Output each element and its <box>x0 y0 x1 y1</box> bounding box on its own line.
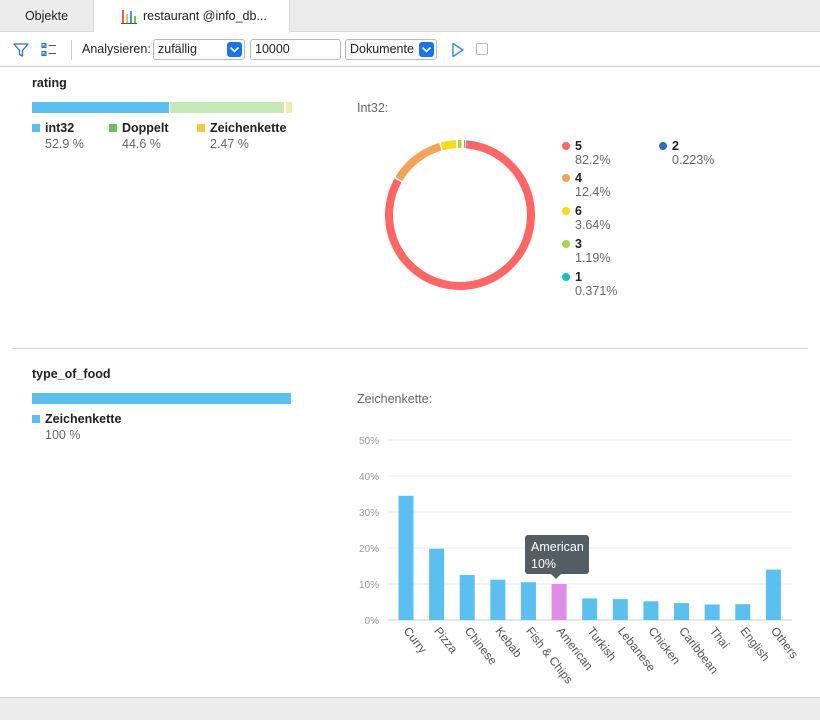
y-tick-label: 0% <box>365 616 380 627</box>
bar-english[interactable] <box>735 604 751 620</box>
legend-swatch <box>32 124 40 132</box>
legend-value: 3.64% <box>575 218 611 232</box>
legend-value: 82.2% <box>575 153 611 167</box>
legend-dot <box>562 207 570 215</box>
legend-dot <box>562 142 570 150</box>
legend-type-percent: 100 % <box>45 428 81 442</box>
y-tick-label: 40% <box>359 472 379 483</box>
legend-type-name: int32 <box>45 121 75 135</box>
legend-key: 5 <box>575 139 582 153</box>
y-tick-label: 50% <box>359 436 379 447</box>
legend-dot <box>562 174 570 182</box>
int32-chart-title: Int32: <box>357 101 389 115</box>
legend-type-percent: 44.6 % <box>122 137 161 151</box>
legend-dot <box>659 142 667 150</box>
bar-others[interactable] <box>765 569 781 620</box>
sample-size-value: 10000 <box>255 42 290 56</box>
toolbar-separator <box>71 40 72 60</box>
tab-bar: Objekte restaurant @info_db... <box>0 0 820 33</box>
bar-chicken[interactable] <box>643 601 659 620</box>
toolbar: Analysieren: zufällig 10000 Dokumente <box>0 33 820 67</box>
checklist-icon[interactable] <box>40 41 58 59</box>
type-distribution-bar-rating <box>32 102 292 113</box>
legend-key: 6 <box>575 204 582 218</box>
legend-type-name: Zeichenkette <box>210 121 287 135</box>
sample-mode-value: zufällig <box>158 42 197 56</box>
legend-key: 4 <box>575 171 582 185</box>
type-segment-zeichenkette <box>32 393 291 404</box>
field-name-rating: rating <box>32 76 67 90</box>
bar-chinese[interactable] <box>459 575 475 620</box>
y-tick-label: 20% <box>359 544 379 555</box>
bar-kebab[interactable] <box>490 579 506 620</box>
tooltip-value: 10% <box>531 557 557 571</box>
legend-key: 2 <box>672 139 679 153</box>
legend-value: 0.371% <box>575 284 618 298</box>
bar-caribbean[interactable] <box>674 603 690 620</box>
field-name-type-of-food: type_of_food <box>32 367 111 381</box>
legend-key: 1 <box>575 270 582 284</box>
bar-thai[interactable] <box>704 604 720 620</box>
type-segment-doppelt <box>169 102 285 113</box>
legend-value: 1.19% <box>575 251 611 265</box>
x-tick-label: Curry <box>401 624 430 656</box>
legend-swatch <box>32 415 40 423</box>
type-segment-int32 <box>32 102 169 113</box>
type-distribution-bar-type-of-food <box>32 393 291 404</box>
type-of-food-bar-chart: 0%10%20%30%40%50%Curry Pizza ChineseKebabF… <box>359 436 800 686</box>
tab-restaurant[interactable]: restaurant @info_db... <box>94 0 290 33</box>
donut-slice-4[interactable] <box>395 142 442 181</box>
legend-key: 3 <box>575 237 582 251</box>
tab-restaurant-label: restaurant @info_db... <box>143 9 267 23</box>
legend-type-name: Doppelt <box>122 121 169 135</box>
bar-turkish[interactable] <box>582 598 598 620</box>
donut-slice-3[interactable] <box>457 140 462 149</box>
unit-select[interactable]: Dokumente <box>345 39 437 60</box>
tooltip-arrow <box>551 574 561 579</box>
x-tick-label: Thai <box>707 624 732 651</box>
status-bar <box>0 697 820 720</box>
bar-american[interactable] <box>551 584 567 620</box>
analyze-label: Analysieren: <box>82 42 151 56</box>
bar-fish-chips[interactable] <box>520 582 536 620</box>
string-chart-title: Zeichenkette: <box>357 392 433 406</box>
legend-value: 12.4% <box>575 185 611 199</box>
chevron-down-icon <box>227 42 242 57</box>
legend-dot <box>562 240 570 248</box>
unit-value: Dokumente <box>350 42 414 56</box>
legend-value: 0.223% <box>672 153 715 167</box>
bar-lebanese[interactable] <box>612 599 628 620</box>
tab-objects[interactable]: Objekte <box>0 0 94 32</box>
donut-slice-2[interactable] <box>463 140 466 149</box>
legend-type-name: Zeichenkette <box>45 412 122 426</box>
section-divider <box>12 348 808 349</box>
play-icon[interactable] <box>451 42 465 58</box>
x-tick-label: English <box>737 624 772 664</box>
bar-tooltip: American 10% <box>525 535 589 579</box>
y-tick-label: 30% <box>359 508 379 519</box>
x-tick-label: Pizza <box>431 624 460 656</box>
stop-button[interactable] <box>476 43 488 55</box>
legend-type-percent: 52.9 % <box>45 137 84 151</box>
x-tick-label: Others <box>768 624 800 661</box>
legend-dot <box>562 273 570 281</box>
sample-size-input[interactable]: 10000 <box>250 39 341 60</box>
sample-mode-select[interactable]: zufällig <box>153 39 245 60</box>
bar-pizza[interactable] <box>429 548 445 620</box>
tooltip-label: American <box>531 540 584 554</box>
type-segment-zeichenkette <box>285 102 292 113</box>
donut-slice-6[interactable] <box>440 140 457 151</box>
rating-donut-chart <box>385 140 535 290</box>
bar-curry[interactable] <box>398 495 414 620</box>
legend-type-percent: 2.47 % <box>210 137 249 151</box>
y-tick-label: 10% <box>359 580 379 591</box>
legend-swatch <box>197 124 205 132</box>
legend-swatch <box>109 124 117 132</box>
tab-objects-label: Objekte <box>24 9 69 23</box>
chart-icon <box>121 10 137 24</box>
filter-icon[interactable] <box>12 41 30 59</box>
chevron-down-icon <box>419 42 434 57</box>
